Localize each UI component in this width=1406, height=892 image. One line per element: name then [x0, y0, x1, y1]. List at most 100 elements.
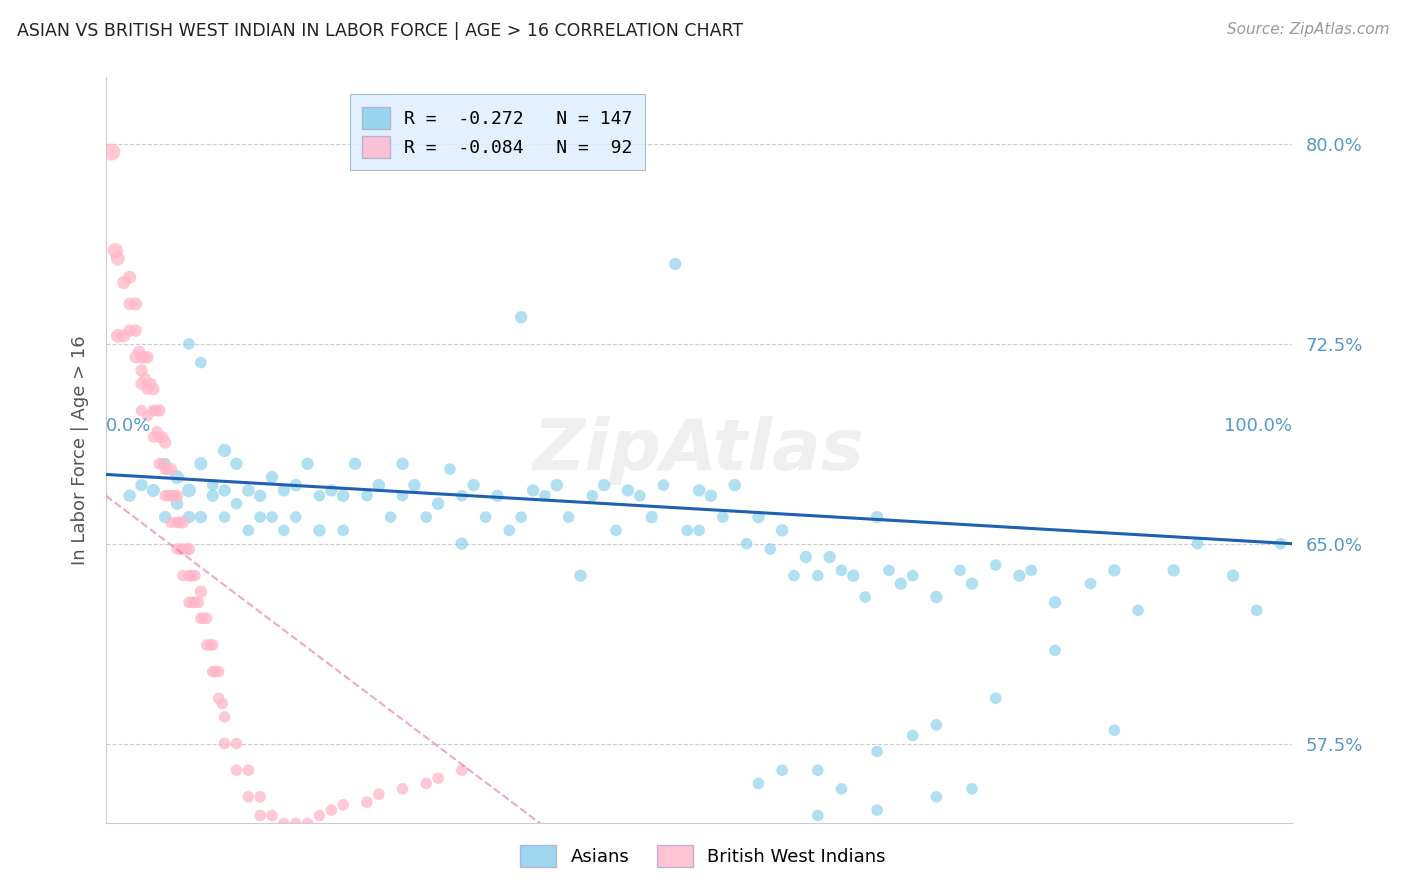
Text: 100.0%: 100.0%	[1225, 417, 1292, 435]
Point	[427, 497, 450, 511]
Point	[152, 457, 174, 471]
Point	[284, 816, 307, 830]
Point	[735, 537, 758, 551]
Point	[652, 478, 675, 492]
Point	[688, 524, 710, 538]
Point	[136, 382, 159, 396]
Point	[148, 430, 170, 444]
Point	[118, 270, 141, 285]
Point	[770, 763, 793, 777]
Point	[148, 403, 170, 417]
Point	[356, 489, 378, 503]
Point	[166, 470, 188, 484]
Point	[238, 789, 260, 804]
Point	[1104, 563, 1126, 577]
Point	[830, 781, 852, 796]
Point	[332, 489, 354, 503]
Point	[321, 803, 343, 817]
Point	[160, 462, 183, 476]
Point	[427, 771, 450, 785]
Point	[439, 462, 461, 476]
Point	[190, 457, 212, 471]
Point	[187, 595, 209, 609]
Point	[273, 816, 295, 830]
Point	[249, 510, 271, 524]
Point	[166, 542, 188, 557]
Point	[534, 489, 557, 503]
Point	[131, 350, 153, 364]
Point	[112, 329, 135, 343]
Point	[960, 781, 983, 796]
Point	[204, 665, 226, 679]
Point	[177, 483, 200, 498]
Point	[177, 510, 200, 524]
Point	[391, 489, 413, 503]
Point	[557, 510, 579, 524]
Point	[131, 363, 153, 377]
Point	[142, 430, 165, 444]
Point	[214, 710, 236, 724]
Point	[1043, 643, 1066, 657]
Point	[195, 611, 218, 625]
Point	[700, 489, 723, 503]
Point	[152, 430, 174, 444]
Point	[155, 457, 177, 471]
Point	[195, 638, 218, 652]
Legend: Asians, British West Indians: Asians, British West Indians	[513, 838, 893, 874]
Point	[128, 344, 150, 359]
Point	[450, 537, 472, 551]
Point	[145, 403, 167, 417]
Point	[344, 457, 367, 471]
Point	[260, 510, 283, 524]
Point	[249, 808, 271, 822]
Point	[177, 595, 200, 609]
Point	[157, 489, 180, 503]
Point	[391, 457, 413, 471]
Point	[260, 470, 283, 484]
Point	[321, 483, 343, 498]
Point	[201, 665, 224, 679]
Point	[166, 516, 188, 530]
Point	[118, 324, 141, 338]
Point	[486, 489, 509, 503]
Point	[925, 789, 948, 804]
Point	[214, 483, 236, 498]
Point	[184, 568, 207, 582]
Point	[770, 524, 793, 538]
Point	[1104, 723, 1126, 738]
Point	[184, 595, 207, 609]
Point	[640, 510, 662, 524]
Point	[676, 524, 699, 538]
Point	[142, 403, 165, 417]
Point	[297, 457, 319, 471]
Point	[131, 478, 153, 492]
Point	[155, 489, 177, 503]
Point	[853, 590, 876, 604]
Point	[124, 297, 146, 311]
Point	[1163, 563, 1185, 577]
Point	[169, 516, 191, 530]
Point	[510, 510, 533, 524]
Point	[201, 489, 224, 503]
Point	[142, 483, 165, 498]
Point	[207, 665, 229, 679]
Point	[148, 457, 170, 471]
Point	[163, 489, 186, 503]
Point	[193, 611, 215, 625]
Text: 0.0%: 0.0%	[105, 417, 152, 435]
Point	[866, 803, 889, 817]
Point	[463, 478, 485, 492]
Point	[284, 478, 307, 492]
Point	[711, 510, 734, 524]
Point	[155, 435, 177, 450]
Point	[118, 489, 141, 503]
Point	[131, 403, 153, 417]
Point	[367, 478, 389, 492]
Point	[984, 691, 1007, 706]
Point	[260, 808, 283, 822]
Point	[415, 776, 437, 790]
Point	[617, 483, 640, 498]
Point	[1187, 537, 1209, 551]
Point	[308, 489, 330, 503]
Point	[415, 510, 437, 524]
